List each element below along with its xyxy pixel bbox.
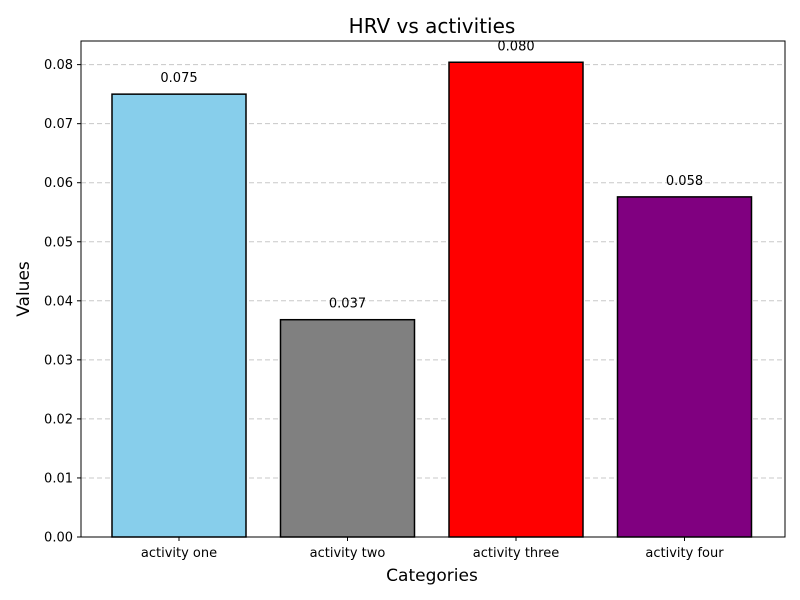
y-tick-label: 0.08 <box>44 58 73 73</box>
x-axis-label: Categories <box>386 566 478 586</box>
x-tick-label: activity three <box>473 546 559 561</box>
bar-activity-four <box>616 196 753 538</box>
data-label: 0.058 <box>666 174 703 189</box>
chart-title: HRV vs activities <box>349 14 516 38</box>
x-tick-label: activity two <box>310 546 386 561</box>
data-label: 0.080 <box>497 39 534 54</box>
data-label: 0.037 <box>329 297 366 312</box>
plot-frame <box>80 40 786 538</box>
y-tick-label: 0.00 <box>44 531 73 546</box>
y-tick-label: 0.07 <box>44 117 73 132</box>
bar-activity-three <box>448 61 584 538</box>
data-label: 0.075 <box>160 71 197 86</box>
data-labels: 0.075 0.037 0.080 0.058 <box>160 39 703 311</box>
y-tick-label: 0.05 <box>44 235 73 250</box>
bar-activity-one <box>111 93 247 538</box>
x-tick-label: activity four <box>645 546 724 561</box>
y-axis-ticks: 0.00 0.01 0.02 0.03 0.04 0.05 0.06 0.07 0.08 <box>44 58 81 546</box>
y-tick-label: 0.02 <box>44 412 73 427</box>
y-tick-label: 0.04 <box>44 294 73 309</box>
y-tick-label: 0.01 <box>44 471 73 486</box>
bar-activity-two <box>279 318 416 538</box>
y-tick-label: 0.03 <box>44 353 73 368</box>
x-axis-ticks: activity one activity two activity three ac… <box>141 537 724 561</box>
y-axis-label: Values <box>14 261 34 317</box>
x-tick-label: activity one <box>141 546 217 561</box>
bars <box>111 61 753 538</box>
y-tick-label: 0.06 <box>44 176 73 191</box>
